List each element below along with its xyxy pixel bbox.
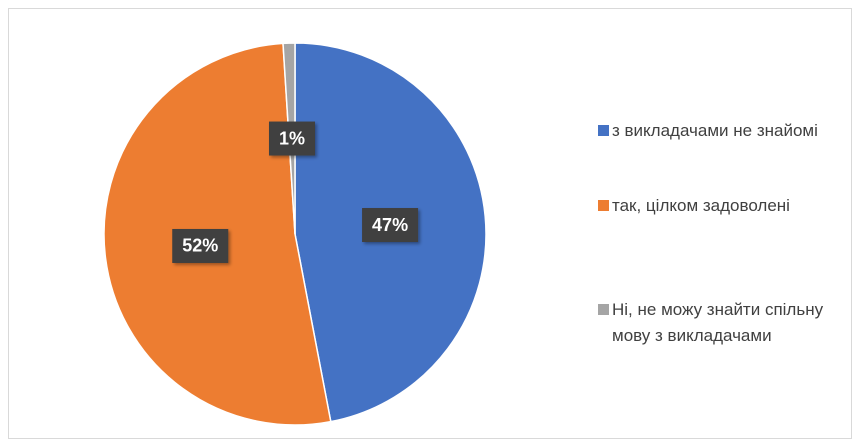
legend-swatch	[598, 200, 609, 211]
legend-text: з викладачами не знайомі	[612, 121, 818, 140]
data-label-box	[362, 208, 419, 243]
data-label: 52%	[172, 228, 229, 263]
data-label-text: 47%	[372, 215, 408, 235]
data-label-text: 1%	[279, 128, 305, 148]
legend-item: з викладачами не знайомі	[598, 118, 838, 144]
data-label: 47%	[362, 208, 419, 243]
legend-text: Ні, не можу знайти спільну мову з виклад…	[612, 300, 824, 345]
legend-swatch	[598, 304, 609, 315]
legend-item: Ні, не можу знайти спільну мову з виклад…	[598, 297, 838, 349]
data-label-box	[268, 121, 316, 156]
data-label-box	[172, 228, 229, 263]
data-label: 1%	[268, 121, 316, 156]
legend-swatch	[598, 125, 609, 136]
legend-text: так, цілком задоволені	[612, 196, 790, 215]
data-label-text: 52%	[182, 236, 218, 256]
legend-item: так, цілком задоволені	[598, 193, 838, 219]
